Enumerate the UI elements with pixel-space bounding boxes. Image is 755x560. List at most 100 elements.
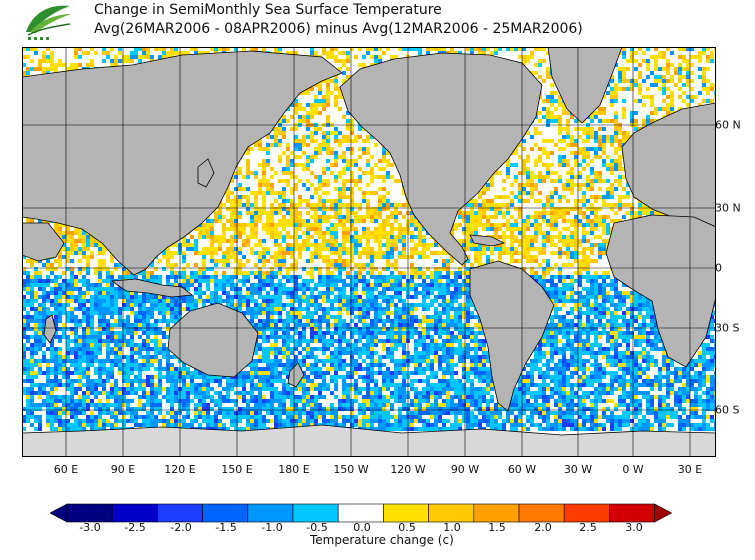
sst-anomaly-cell	[466, 219, 470, 223]
sst-anomaly-cell	[306, 103, 310, 107]
sst-anomaly-cell	[62, 231, 66, 235]
sst-anomaly-cell	[238, 199, 242, 203]
sst-anomaly-cell	[334, 47, 338, 51]
sst-anomaly-cell	[542, 59, 546, 63]
sst-anomaly-cell	[618, 203, 622, 207]
sst-anomaly-cell	[490, 199, 494, 203]
sst-anomaly-cell	[90, 243, 94, 247]
sst-anomaly-cell	[626, 79, 630, 83]
sst-anomaly-cell	[386, 151, 390, 155]
sst-anomaly-cell	[366, 191, 370, 195]
sst-anomaly-cell	[326, 51, 330, 55]
sst-anomaly-cell	[298, 247, 302, 251]
sst-anomaly-cell	[258, 143, 262, 147]
sst-anomaly-cell	[418, 223, 422, 227]
sst-anomaly-cell	[526, 55, 530, 59]
sst-anomaly-cell	[598, 235, 602, 239]
sst-anomaly-cell	[366, 147, 370, 151]
sst-anomaly-cell	[302, 139, 306, 143]
sst-anomaly-cell	[270, 175, 274, 179]
sst-anomaly-cell	[690, 87, 694, 91]
sst-anomaly-cell	[534, 131, 538, 135]
sst-anomaly-cell	[422, 243, 426, 247]
sst-anomaly-cell	[650, 103, 654, 107]
sst-anomaly-cell	[526, 167, 530, 171]
sst-anomaly-cell	[290, 247, 294, 251]
sst-anomaly-cell	[226, 247, 230, 251]
sst-anomaly-cell	[194, 247, 198, 251]
sst-anomaly-cell	[538, 75, 542, 79]
sst-anomaly-cell	[326, 143, 330, 147]
sst-anomaly-cell	[318, 227, 322, 231]
sst-anomaly-cell	[294, 223, 298, 227]
sst-anomaly-cell	[338, 187, 342, 191]
sst-anomaly-cell	[230, 235, 234, 239]
sst-anomaly-cell	[294, 51, 298, 55]
sst-anomaly-cell	[642, 51, 646, 55]
sst-anomaly-cell	[226, 207, 230, 211]
sst-anomaly-cell	[622, 115, 626, 119]
sst-anomaly-cell	[326, 79, 330, 83]
sst-anomaly-cell	[562, 239, 566, 243]
sst-anomaly-cell	[354, 183, 358, 187]
sst-anomaly-cell	[614, 211, 618, 215]
sst-anomaly-cell	[326, 139, 330, 143]
sst-anomaly-cell	[330, 251, 334, 255]
sst-anomaly-cell	[622, 135, 626, 139]
sst-anomaly-cell	[498, 251, 502, 255]
sst-anomaly-cell	[378, 187, 382, 191]
sst-anomaly-cell	[470, 47, 474, 51]
sst-anomaly-cell	[474, 247, 478, 251]
sst-anomaly-cell	[522, 247, 526, 251]
sst-anomaly-cell	[342, 179, 346, 183]
sst-anomaly-cell	[86, 239, 90, 243]
sst-anomaly-cell	[350, 243, 354, 247]
sst-anomaly-cell	[558, 155, 562, 159]
sst-anomaly-cell	[298, 215, 302, 219]
sst-anomaly-cell	[318, 175, 322, 179]
sst-anomaly-cell	[526, 131, 530, 135]
sst-anomaly-cell	[334, 215, 338, 219]
sst-anomaly-cell	[686, 95, 690, 99]
sst-anomaly-cell	[346, 251, 350, 255]
sst-anomaly-cell	[290, 203, 294, 207]
sst-anomaly-cell	[642, 59, 646, 63]
sst-anomaly-cell	[590, 219, 594, 223]
sst-anomaly-cell	[378, 239, 382, 243]
sst-anomaly-cell	[378, 211, 382, 215]
sst-anomaly-cell	[174, 47, 178, 51]
sst-anomaly-cell	[626, 87, 630, 91]
sst-anomaly-cell	[78, 239, 82, 243]
sst-anomaly-cell	[574, 231, 578, 235]
sst-anomaly-cell	[698, 55, 702, 59]
sst-anomaly-cell	[70, 239, 74, 243]
sst-anomaly-cell	[310, 215, 314, 219]
sst-anomaly-cell	[366, 251, 370, 255]
sst-anomaly-cell	[538, 111, 542, 115]
sst-anomaly-cell	[654, 83, 658, 87]
sst-anomaly-cell	[502, 187, 506, 191]
sst-anomaly-cell	[394, 243, 398, 247]
sst-anomaly-cell	[298, 103, 302, 107]
sst-anomaly-cell	[646, 115, 650, 119]
sst-anomaly-cell	[114, 55, 118, 59]
sst-anomaly-cell	[298, 163, 302, 167]
sst-anomaly-cell	[330, 199, 334, 203]
sst-anomaly-cell	[678, 47, 682, 51]
sst-anomaly-cell	[350, 199, 354, 203]
sst-anomaly-cell	[570, 143, 574, 147]
sst-anomaly-cell	[654, 111, 658, 115]
sst-anomaly-cell	[306, 239, 310, 243]
sst-anomaly-cell	[246, 163, 250, 167]
sst-anomaly-cell	[510, 231, 514, 235]
sst-anomaly-cell	[198, 51, 202, 55]
sst-anomaly-cell	[498, 207, 502, 211]
sst-anomaly-cell	[630, 211, 634, 215]
sst-anomaly-cell	[326, 191, 330, 195]
sst-anomaly-cell	[386, 203, 390, 207]
sst-anomaly-cell	[206, 231, 210, 235]
sst-anomaly-cell	[210, 235, 214, 239]
sst-anomaly-cell	[414, 235, 418, 239]
sst-anomaly-cell	[490, 207, 494, 211]
sst-anomaly-cell	[286, 155, 290, 159]
